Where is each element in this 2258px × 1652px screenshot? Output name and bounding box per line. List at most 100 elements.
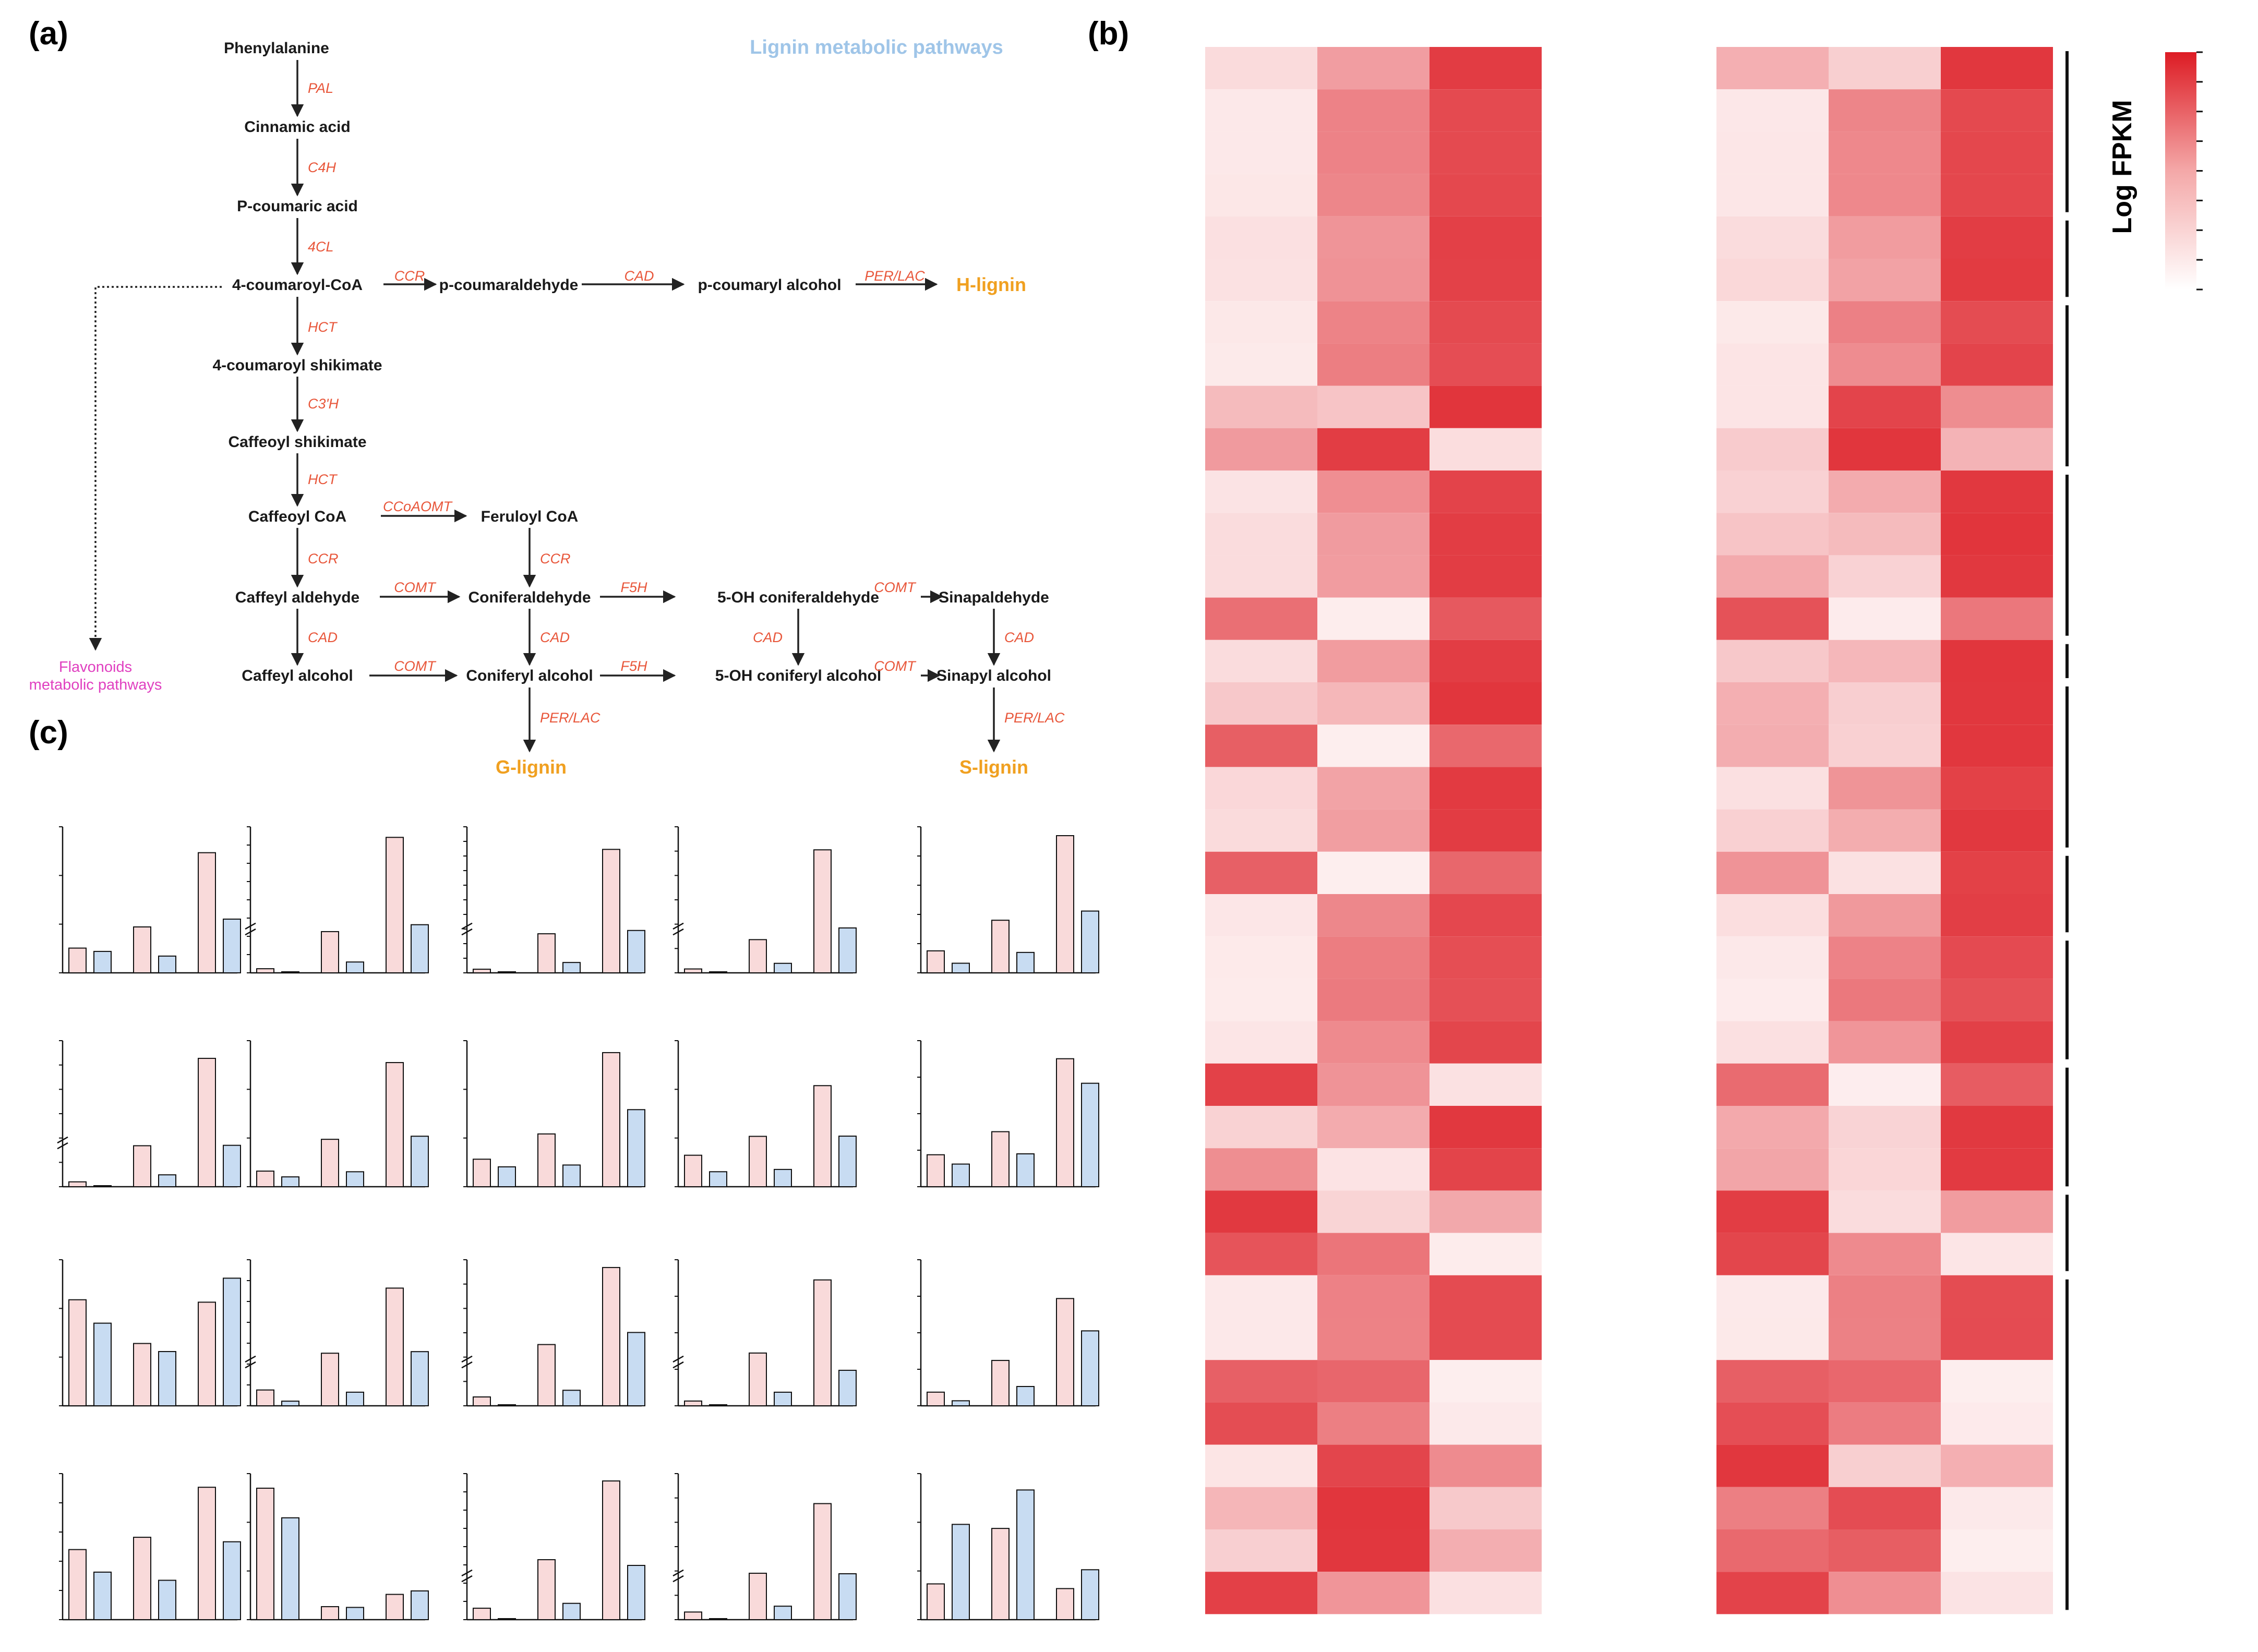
bar-chart	[917, 1259, 1099, 1407]
bar-fc	[411, 1590, 429, 1621]
heatmap-cell-fc	[1829, 1190, 1941, 1233]
heatmap-cell-nc	[1430, 47, 1542, 90]
bar-fc	[838, 1136, 857, 1188]
bar-fc	[627, 1332, 645, 1407]
bar-chart	[917, 826, 1099, 974]
heatmap-cell-fc	[1941, 1148, 2053, 1191]
panel-label-a: (a)	[29, 16, 68, 52]
bar-fc	[952, 1400, 970, 1406]
bar-fc	[952, 1524, 970, 1621]
heatmap-cell-fc	[1941, 725, 2053, 767]
bar-fc	[562, 1164, 581, 1187]
heatmap-cell-fc	[1829, 597, 1941, 640]
compound-caffeyl-alcohol: Caffeyl alcohol	[242, 667, 353, 684]
bar-chart	[59, 1473, 241, 1621]
heatmap-cell-fc	[1716, 216, 1829, 259]
axis-break-mark	[461, 1575, 473, 1583]
heatmap-cell-nc	[1205, 259, 1317, 302]
heatmap-cell-fc	[1829, 1233, 1941, 1275]
heatmap-cell-fc	[1941, 894, 2053, 937]
bar-nc	[473, 1159, 491, 1187]
heatmap-cell-nc	[1317, 1402, 1430, 1445]
heatmap-cell-nc	[1317, 1021, 1430, 1064]
heatmap-cell-nc	[1430, 1529, 1542, 1572]
heatmap-cell-fc	[1941, 428, 2053, 471]
axis-break-mark	[245, 928, 256, 936]
bar-fc	[411, 924, 429, 974]
bar-nc	[198, 1301, 216, 1407]
heatmap-cell-fc	[1829, 1529, 1941, 1572]
bar-chart	[245, 826, 429, 974]
heatmap-cell-nc	[1205, 725, 1317, 767]
heatmap-cell-fc	[1941, 1444, 2053, 1487]
heatmap-cell-nc	[1205, 216, 1317, 259]
heatmap-cell-fc	[1716, 89, 1829, 132]
compound-p-coumaryl-alcohol: p-coumaryl alcohol	[698, 276, 841, 294]
bar-nc	[68, 1549, 87, 1620]
bar-nc	[133, 1145, 151, 1188]
enzyme-c4h: C4H	[308, 160, 337, 175]
heatmap-cell-fc	[1829, 343, 1941, 386]
heatmap-cell-fc	[1716, 597, 1829, 640]
bar-nc	[749, 1136, 767, 1188]
bar-nc	[813, 1085, 832, 1187]
heatmap-cell-nc	[1205, 1402, 1317, 1445]
heatmap-cell-fc	[1941, 1190, 2053, 1233]
bar-fc	[411, 1136, 429, 1188]
heatmap-cell-fc	[1941, 1572, 2053, 1614]
panel-label-b: (b)	[1088, 16, 1129, 52]
heatmap-cell-nc	[1317, 343, 1430, 386]
bar-nc	[813, 1503, 832, 1620]
heatmap-cell-nc	[1430, 1444, 1542, 1487]
heatmap-cell-fc	[1829, 682, 1941, 725]
enzyme-cad-5: CAD	[1004, 630, 1034, 645]
heatmap-cell-nc	[1317, 1233, 1430, 1275]
heatmap-cell-fc	[1716, 1106, 1829, 1149]
bar-nc	[537, 1133, 556, 1187]
heatmap-cell-fc	[1716, 174, 1829, 216]
heatmap-cell-fc	[1829, 301, 1941, 344]
bar-nc	[256, 968, 274, 974]
axis-break-mark	[461, 922, 473, 930]
enzyme-ccr-1: CCR	[394, 268, 425, 284]
heatmap-cell-nc	[1430, 513, 1542, 556]
enzyme-comt-4: COMT	[874, 658, 917, 674]
bar-chart	[461, 1259, 645, 1407]
heatmap-cell-nc	[1317, 47, 1430, 90]
heatmap-cell-nc	[1317, 979, 1430, 1021]
heatmap-cell-nc	[1317, 1487, 1430, 1529]
bar-chart	[247, 1040, 429, 1188]
heatmap-cell-nc	[1430, 597, 1542, 640]
enzyme-ccoaomt: CCoAOMT	[383, 499, 453, 514]
heatmap-cell-nc	[1205, 428, 1317, 471]
bar-nc	[813, 1279, 832, 1407]
bar-chart	[59, 826, 241, 974]
heatmap-cell-nc	[1430, 131, 1542, 174]
heatmap-cell-fc	[1829, 385, 1941, 428]
compound-p-coumaraldehyde: p-coumaraldehyde	[439, 276, 579, 294]
heatmap-cell-nc	[1317, 259, 1430, 302]
heatmap-cell-fc	[1829, 1318, 1941, 1360]
heatmap-cell-nc	[1430, 979, 1542, 1021]
heatmap-cell-nc	[1317, 640, 1430, 682]
heatmap-cell-fc	[1941, 131, 2053, 174]
axis-break-mark	[245, 1361, 256, 1369]
flavonoid-dotted-connector	[89, 286, 222, 651]
bar-fc	[627, 1565, 645, 1621]
bar-nc	[473, 1396, 491, 1406]
heatmap-cell-fc	[1941, 851, 2053, 894]
heatmap-cell-fc	[1829, 1572, 1941, 1614]
heatmap-cell-fc	[1829, 851, 1941, 894]
heatmap-cell-fc	[1941, 259, 2053, 302]
heatmap-cell-fc	[1829, 1402, 1941, 1445]
bar-fc	[281, 1517, 299, 1621]
heatmap-cell-nc	[1317, 851, 1430, 894]
bar-fc	[709, 971, 727, 973]
bar-fc	[1081, 1330, 1099, 1407]
heatmap-cell-fc	[1716, 1233, 1829, 1275]
heatmap-cell-nc	[1430, 174, 1542, 216]
heatmap-cell-nc	[1317, 809, 1430, 852]
heatmap-cell-fc	[1829, 640, 1941, 682]
heatmap-cell-nc	[1317, 1106, 1430, 1149]
flavonoid-label-1: Flavonoids	[59, 659, 132, 676]
